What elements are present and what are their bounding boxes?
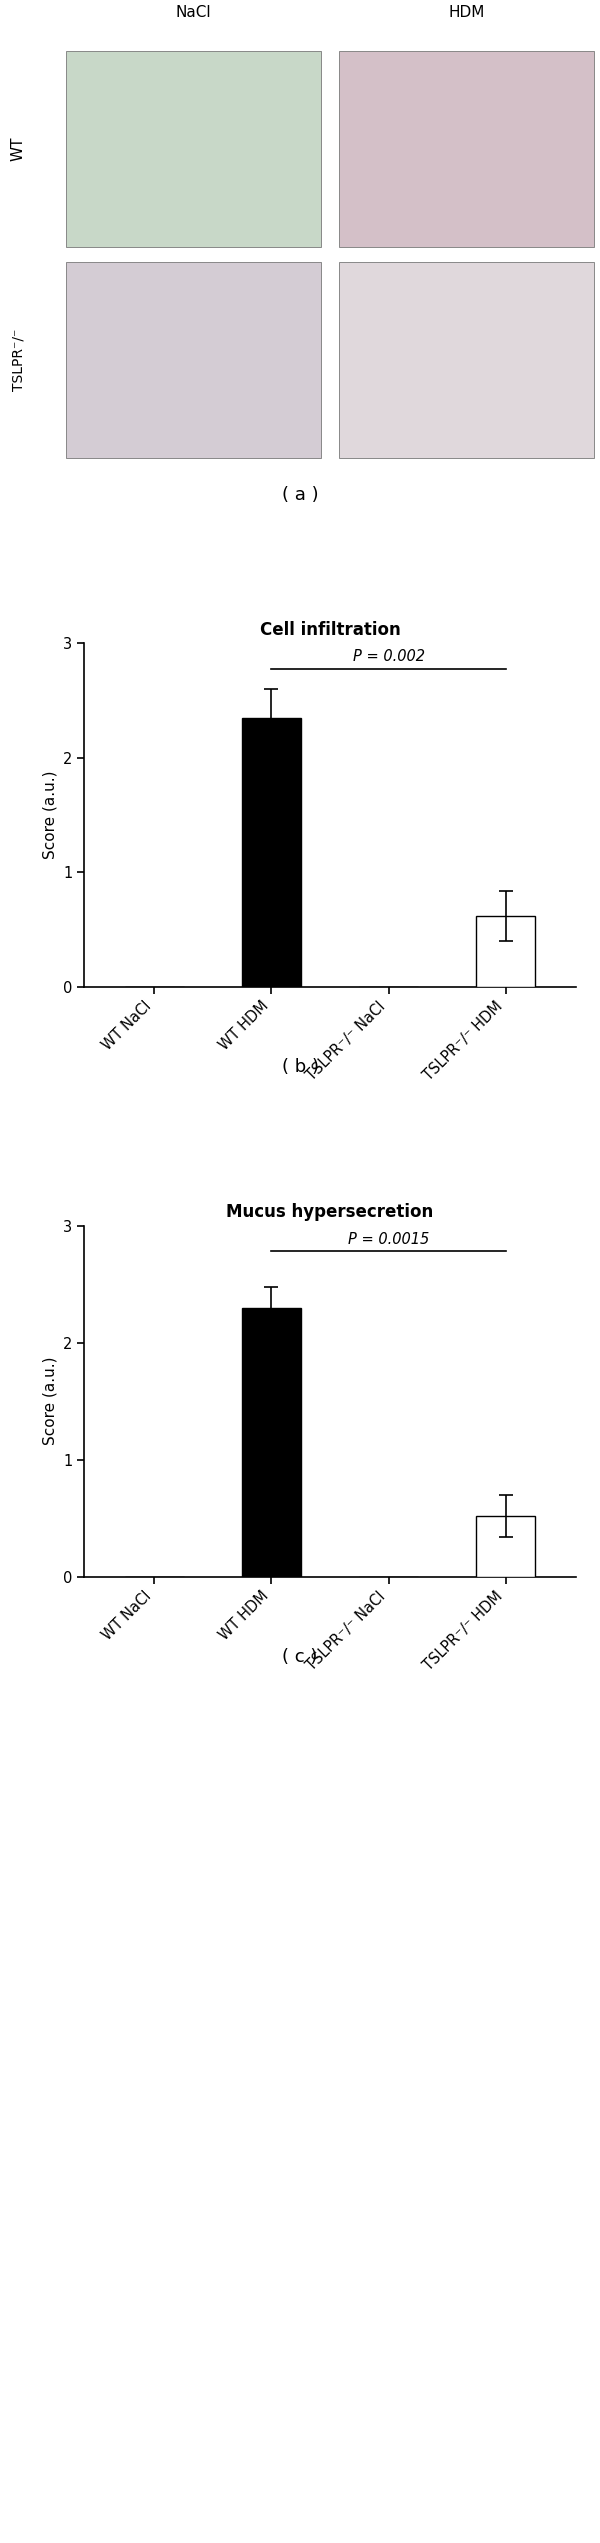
Text: P = 0.0015: P = 0.0015 xyxy=(348,1231,429,1246)
Text: TSLPR⁻/⁻: TSLPR⁻/⁻ xyxy=(11,328,25,392)
Y-axis label: Score (a.u.): Score (a.u.) xyxy=(42,771,57,860)
Bar xyxy=(476,915,535,987)
Text: ( a ): ( a ) xyxy=(281,486,319,504)
Text: P = 0.002: P = 0.002 xyxy=(353,648,425,664)
Text: ( b ): ( b ) xyxy=(281,1058,319,1076)
Text: NaCl: NaCl xyxy=(176,5,211,20)
Bar xyxy=(476,1516,535,1577)
Bar xyxy=(66,262,321,458)
Text: HDM: HDM xyxy=(448,5,485,20)
Title: Mucus hypersecretion: Mucus hypersecretion xyxy=(226,1203,434,1221)
Bar xyxy=(242,1307,301,1577)
Bar xyxy=(339,51,594,247)
Bar xyxy=(339,262,594,458)
Title: Cell infiltration: Cell infiltration xyxy=(260,620,400,638)
Text: ( c ): ( c ) xyxy=(283,1648,317,1666)
Text: WT: WT xyxy=(11,137,25,160)
Bar xyxy=(242,717,301,987)
Y-axis label: Score (a.u.): Score (a.u.) xyxy=(42,1358,57,1444)
Bar xyxy=(66,51,321,247)
